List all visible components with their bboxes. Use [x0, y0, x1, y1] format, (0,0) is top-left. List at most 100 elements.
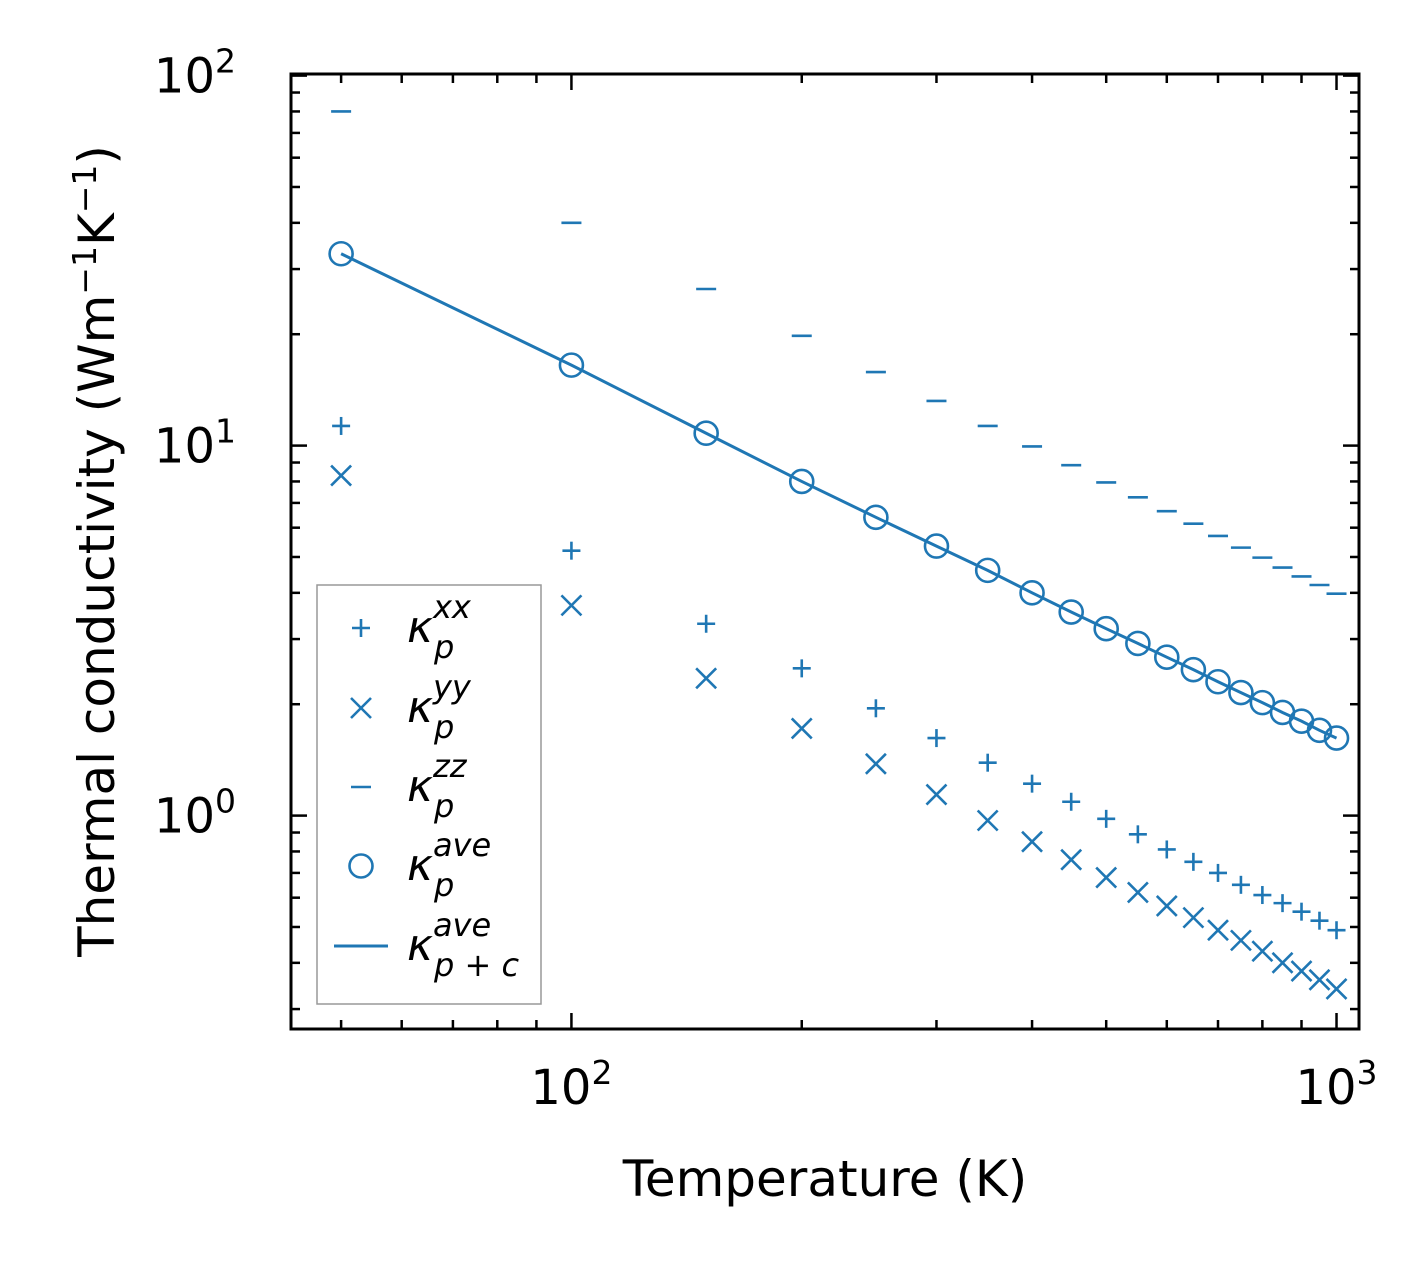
kxx-point — [792, 659, 811, 678]
kyy-point — [925, 783, 948, 806]
y-tick-label: 100 — [154, 782, 236, 845]
kave-point — [863, 504, 889, 531]
legend-marker-kyy — [350, 697, 372, 719]
major-ticks — [291, 74, 1359, 1029]
legend-label-kyy: κyy p — [407, 668, 472, 746]
x-axis-title: Temperature (K) — [622, 1150, 1027, 1208]
x-stroke-b — [1095, 866, 1118, 889]
kyy-point — [1290, 960, 1313, 983]
legend-label-kxx: κxx p — [407, 588, 472, 666]
kxx-point — [1310, 911, 1329, 930]
kxx-point — [697, 614, 716, 633]
kxx-point — [1209, 863, 1228, 882]
kxx-point — [1128, 825, 1147, 844]
kyy-point — [695, 667, 718, 690]
y-axis-title: Thermal conductivity (Wm−1K−1) — [65, 145, 126, 958]
kave-point — [1205, 668, 1231, 695]
x-stroke-b — [560, 594, 583, 617]
x-stroke-b — [1308, 968, 1331, 991]
kxx-point — [866, 699, 885, 718]
x-stroke-b — [976, 809, 999, 832]
kyy-point — [1095, 866, 1118, 889]
kyy-point — [1230, 929, 1252, 952]
x-stroke-b — [1251, 940, 1274, 963]
kave-point — [328, 240, 354, 267]
kyy-point — [1207, 919, 1229, 942]
kave-point — [1249, 689, 1276, 716]
legend-box — [316, 584, 542, 1005]
x-stroke-b — [1271, 951, 1294, 974]
x-stroke-b — [1325, 978, 1348, 1000]
x-stroke-b — [350, 697, 372, 719]
kave-point — [1323, 725, 1350, 751]
kave-point — [974, 557, 1001, 584]
kyy-point — [1325, 978, 1348, 1000]
kave-point — [923, 533, 950, 559]
kave-point — [1125, 630, 1151, 657]
x-stroke-b — [1182, 906, 1205, 929]
legend-label-kave: κave p — [407, 826, 491, 904]
series-kave — [328, 240, 1350, 751]
series-kave_pc — [340, 252, 1338, 740]
kxx-point — [1327, 921, 1346, 940]
x-stroke-b — [925, 783, 948, 806]
series-line-kave_pc — [340, 252, 1338, 740]
kyy-point — [1271, 951, 1294, 974]
kxx-point — [1157, 840, 1176, 859]
x-stroke-b — [1060, 848, 1083, 871]
kyy-point — [864, 752, 887, 775]
x-stroke-b — [1207, 919, 1229, 942]
series-kxx — [332, 416, 1346, 940]
kxx-point — [1292, 902, 1311, 921]
kxx-point — [1273, 894, 1292, 913]
legend-marker-kave — [348, 853, 374, 879]
kxx-point — [562, 541, 581, 560]
kave-point — [1306, 717, 1333, 744]
kxx-point — [1023, 774, 1042, 793]
kave-point — [693, 420, 719, 447]
tick-labels: 102 103 100 101 102 — [154, 42, 1378, 1116]
kave-point — [1093, 615, 1120, 642]
kyy-point — [976, 809, 999, 832]
x-stroke-b — [1290, 960, 1313, 983]
x-tick-label: 103 — [1295, 1053, 1377, 1116]
kxx-point — [1097, 809, 1116, 828]
legend-label-kzz: κzz p — [407, 747, 468, 825]
plot-frame — [289, 72, 1361, 1031]
series-kzz — [331, 110, 1347, 595]
x-stroke-b — [1155, 895, 1178, 917]
kxx-point — [927, 729, 946, 748]
kave-point — [1228, 679, 1254, 706]
kyy-point — [1308, 968, 1331, 991]
kave-point — [1153, 644, 1180, 670]
y-tick-label: 101 — [154, 412, 236, 475]
kyy-point — [1021, 830, 1043, 853]
series-kyy — [330, 464, 1348, 1000]
x-stroke-b — [1126, 881, 1149, 904]
y-tick-label: 102 — [154, 42, 236, 105]
kave-point — [1019, 580, 1045, 606]
kave-point — [1058, 599, 1084, 625]
legend-marker-kxx — [352, 619, 370, 637]
kyy-point — [790, 717, 813, 740]
kyy-point — [560, 594, 583, 617]
kave-point — [558, 352, 585, 378]
kyy-point — [1126, 881, 1149, 904]
x-stroke-b — [864, 752, 887, 775]
kxx-point — [1253, 886, 1272, 905]
kyy-point — [1182, 906, 1205, 929]
kxx-point — [1231, 875, 1250, 894]
kxx-point — [332, 416, 351, 435]
kxx-point — [978, 753, 997, 772]
kyy-point — [1155, 895, 1178, 917]
kyy-point — [1060, 848, 1083, 871]
x-tick-label: 102 — [530, 1053, 612, 1116]
x-stroke-b — [1021, 830, 1043, 853]
kave-point — [1180, 656, 1207, 683]
x-stroke-b — [1230, 929, 1252, 952]
kyy-point — [330, 464, 353, 487]
kave-point — [788, 468, 815, 495]
kxx-point — [1062, 792, 1081, 811]
x-stroke-b — [330, 464, 353, 487]
